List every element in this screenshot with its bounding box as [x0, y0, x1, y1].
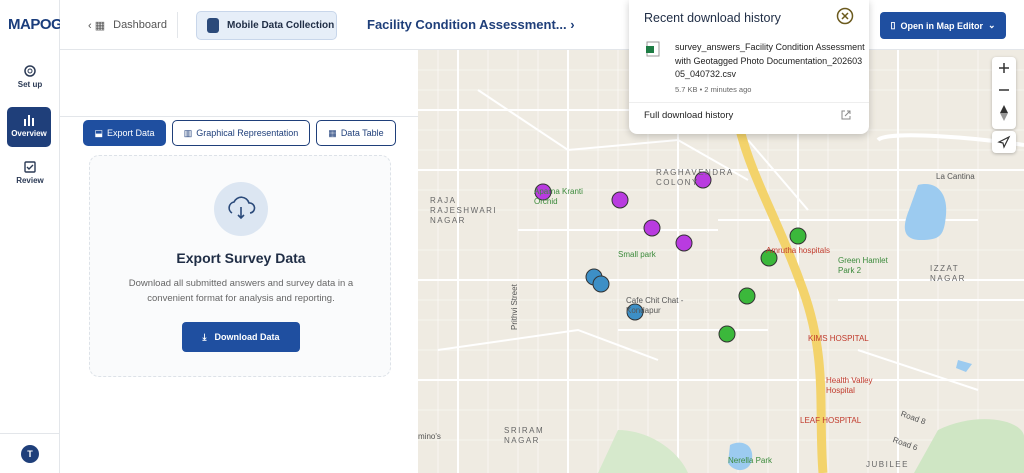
map-label: SRIRAM NAGAR	[504, 426, 545, 445]
zoom-controls	[992, 57, 1016, 129]
button-text: Open in Map Editor	[900, 20, 983, 31]
download-button[interactable]: ⤓ Download Data	[182, 322, 300, 352]
map-point[interactable]	[675, 234, 693, 252]
csv-icon	[646, 41, 660, 57]
map-label: IZZAT NAGAR	[930, 264, 966, 283]
tab-text: Graphical Representation	[196, 128, 299, 138]
icon: ⬓	[94, 127, 103, 138]
nav-overview[interactable]: Overview	[7, 107, 51, 147]
logo[interactable]: MAPOG	[8, 16, 63, 33]
locate-icon	[997, 135, 1011, 149]
map: RAGHAVENDRA COLONY RAJA RAJESHWARI NAGAR A…	[418, 50, 1024, 473]
map-label: La Cantina	[936, 172, 975, 181]
divider	[0, 433, 59, 434]
map-point[interactable]	[592, 275, 610, 293]
icon	[207, 18, 219, 33]
left-panel: ⬓ Export Data ▥ Graphical Representation ▦…	[60, 50, 418, 473]
current-crumb[interactable]: Mobile Data Collection	[196, 11, 337, 40]
park	[914, 419, 1024, 473]
tab-graphical[interactable]: ▥ Graphical Representation	[172, 120, 310, 146]
map-label: Health Valley Hospital	[826, 376, 873, 395]
map-label: Nerella Park	[728, 456, 773, 465]
locate-button[interactable]	[992, 131, 1016, 153]
map-label: Prithvi Street	[510, 284, 519, 330]
icon: ⤓	[202, 331, 207, 342]
export-card: Export Survey Data Download all submitte…	[89, 155, 391, 377]
icon	[24, 115, 34, 126]
map-label: Small park	[618, 250, 656, 259]
icon: ▯	[890, 20, 896, 30]
nav-label: Review	[16, 176, 44, 185]
nav-review[interactable]: Review	[8, 160, 52, 192]
chevron: ‹ ▦	[88, 19, 106, 32]
survey-points	[534, 171, 807, 343]
divider	[629, 102, 869, 103]
lake	[728, 442, 753, 471]
tab-text: Export Data	[106, 128, 155, 138]
map-point[interactable]	[643, 219, 661, 237]
map-label: KIMS HOSPITAL	[808, 334, 869, 343]
zoom-icons[interactable]	[992, 57, 1016, 129]
nav-label: Overview	[11, 129, 47, 138]
open-map-editor-button[interactable]: ▯ Open in Map Editor ⌄	[880, 12, 1006, 39]
avatar[interactable]: T	[21, 445, 39, 463]
project-text: Facility Condition Assessment...	[367, 17, 567, 32]
card-title: Export Survey Data	[176, 250, 306, 266]
card-description: Download all submitted answers and surve…	[128, 278, 354, 304]
icon	[24, 161, 36, 173]
top-bar: ‹ ▦ Dashboard Mobile Data Collection Faci…	[60, 0, 1024, 50]
map-label: Cafe Chit Chat - Kondapur	[626, 296, 684, 315]
park	[598, 430, 688, 473]
tab-table[interactable]: ▦ Data Table	[316, 120, 396, 146]
icon	[24, 65, 36, 77]
back-text: Dashboard	[113, 19, 167, 31]
map-label: RAGHAVENDRA COLONY	[656, 168, 734, 187]
lake	[904, 184, 947, 240]
download-history-popup: Recent download history survey_answers_F…	[629, 0, 869, 134]
caret: ⌄	[987, 20, 996, 30]
crumb-text: Mobile Data Collection	[227, 20, 335, 31]
map-label: Aparna Kranti Orchid	[534, 187, 583, 206]
cloud-icon	[214, 182, 268, 236]
nav-setup[interactable]: Set up	[8, 64, 52, 96]
map-point[interactable]	[718, 325, 736, 343]
close-button[interactable]	[836, 7, 854, 25]
map-point[interactable]	[626, 303, 644, 321]
tab-export[interactable]: ⬓ Export Data	[83, 120, 166, 146]
tab-text: Data Table	[340, 128, 384, 138]
full-history-link[interactable]: Full download history	[644, 110, 734, 121]
button-text: Download Data	[214, 332, 280, 342]
map-point[interactable]	[738, 287, 756, 305]
map-label: LEAF HOSPITAL	[800, 416, 862, 425]
popup-title: Recent download history	[644, 11, 781, 25]
file-meta: 5.7 KB • 2 minutes ago	[675, 85, 752, 94]
icon: ▦	[328, 127, 337, 138]
map-point[interactable]	[611, 191, 629, 209]
pond	[956, 360, 972, 372]
divider	[60, 116, 418, 117]
map-point[interactable]	[694, 171, 712, 189]
streets	[418, 50, 1024, 473]
back-link[interactable]: ‹ ▦ Dashboard	[78, 12, 178, 38]
sidebar: MAPOG Set up Overview Review T	[0, 0, 63, 473]
project-title[interactable]: Facility Condition Assessment... ›	[367, 17, 575, 32]
nav-label: Set up	[17, 80, 43, 89]
map-point[interactable]	[534, 183, 552, 201]
icon: ▥	[183, 127, 193, 138]
map-label: Green Hamlet Park 2	[838, 256, 888, 275]
file-name[interactable]: survey_answers_Facility Condition Assess…	[675, 42, 865, 79]
map-point[interactable]	[789, 227, 807, 245]
chevron: ›	[570, 17, 575, 32]
map-point[interactable]	[760, 249, 778, 267]
map-label: mino's	[418, 432, 441, 441]
external-icon	[841, 110, 851, 120]
map-label: RAJA RAJESHWARI NAGAR	[430, 196, 498, 225]
highway	[735, 128, 828, 473]
map-label: Amrutha hospitals	[766, 246, 831, 255]
map-label: JUBILEE	[866, 460, 909, 469]
